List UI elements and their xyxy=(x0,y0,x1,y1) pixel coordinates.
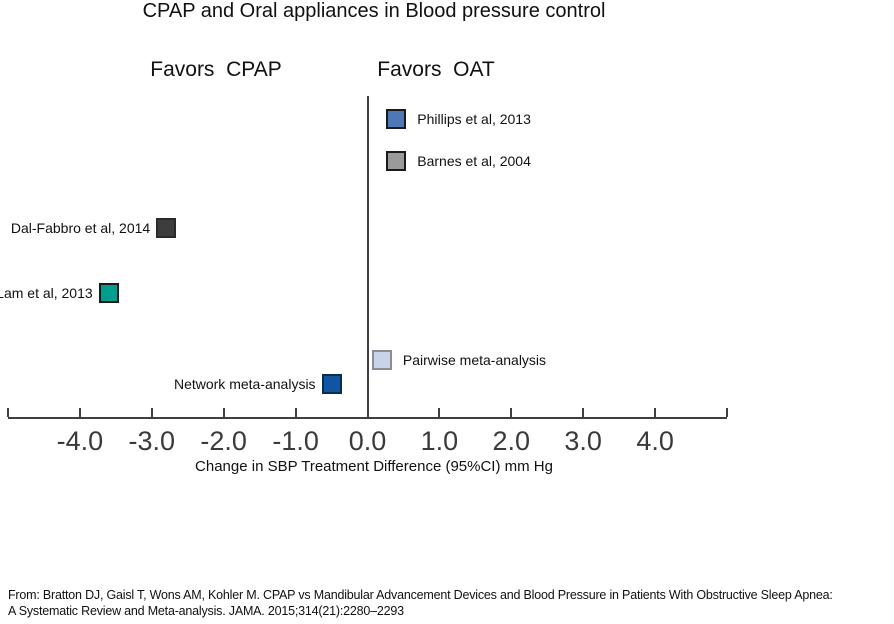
x-axis-tick xyxy=(582,408,585,417)
x-axis-line xyxy=(8,417,727,419)
x-axis-tick-label: 3.0 xyxy=(564,426,602,456)
footer-citation-line1: From: Bratton DJ, Gaisl T, Wons AM, Kohl… xyxy=(8,588,833,602)
x-axis-tick-label: 2.0 xyxy=(492,426,531,456)
data-point-marker xyxy=(98,283,119,303)
data-point-label: Pairwise meta-analysis xyxy=(402,352,547,368)
data-point-marker xyxy=(156,218,177,238)
x-axis-tick xyxy=(78,408,81,417)
x-axis-tick xyxy=(7,408,9,417)
x-axis-tick xyxy=(438,408,441,417)
data-point-marker xyxy=(321,374,342,394)
zero-reference-line xyxy=(367,96,369,418)
data-point-label: Phillips et al, 2013 xyxy=(417,111,531,127)
data-point-marker xyxy=(386,109,407,129)
x-axis-tick xyxy=(294,408,297,417)
x-axis-tick-label: -3.0 xyxy=(128,426,176,456)
data-point-label: Barnes et al, 2004 xyxy=(417,153,531,169)
x-axis-tick xyxy=(726,408,728,417)
x-axis-tick-label: -1.0 xyxy=(272,426,319,456)
data-point-label: Lam et al, 2013 xyxy=(0,285,93,301)
data-point-label: Network meta-analysis xyxy=(173,376,316,392)
x-axis-tick xyxy=(150,408,153,417)
x-axis-tick xyxy=(366,408,369,417)
data-point-label: Dal-Fabbro et al, 2014 xyxy=(10,220,151,236)
favors-cpap-label: Favors CPAP xyxy=(150,58,282,81)
x-axis-tick-label: -2.0 xyxy=(200,426,247,456)
x-axis-tick-label: -4.0 xyxy=(56,426,104,456)
x-axis-tick-label: 1.0 xyxy=(420,426,459,456)
favors-oat-label: Favors OAT xyxy=(377,58,495,81)
x-axis-title: Change in SBP Treatment Difference (95%C… xyxy=(195,458,553,475)
chart-title: CPAP and Oral appliances in Blood pressu… xyxy=(142,0,606,22)
data-point-marker xyxy=(371,350,392,370)
x-axis-tick-label: 0.0 xyxy=(348,426,387,456)
x-axis-tick xyxy=(222,408,225,417)
x-axis-tick xyxy=(510,408,513,417)
footer-citation-line2: A Systematic Review and Meta-analysis. J… xyxy=(8,604,404,618)
data-point-marker xyxy=(386,151,407,171)
x-axis-tick xyxy=(654,408,657,417)
x-axis-tick-label: 4.0 xyxy=(636,426,674,456)
